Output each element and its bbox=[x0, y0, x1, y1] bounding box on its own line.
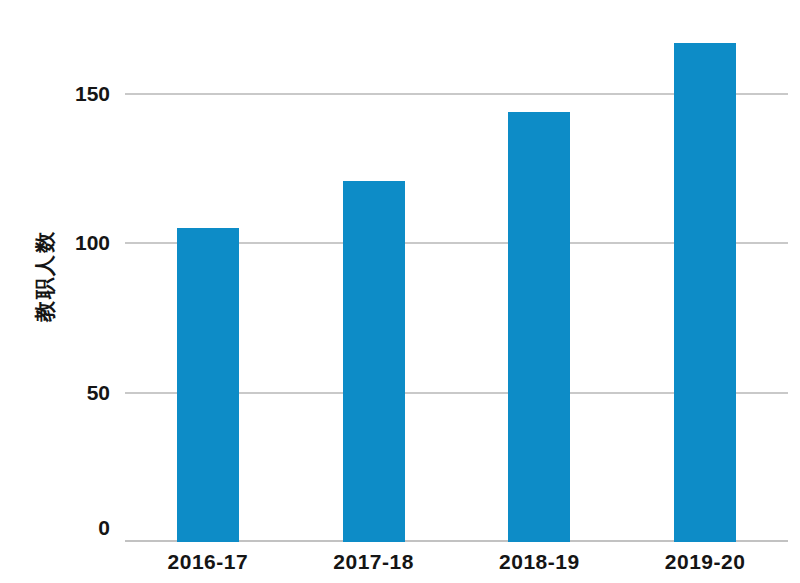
x-tick-label-2018-19: 2018-19 bbox=[469, 551, 609, 573]
y-tick-label-50: 50 bbox=[0, 382, 110, 404]
x-tick-label-2017-18: 2017-18 bbox=[304, 551, 444, 573]
faculty-count-bar-chart: 教职人数 050100150 2016-172017-182018-192019… bbox=[0, 0, 800, 583]
y-tick-label-150: 150 bbox=[0, 83, 110, 105]
bar-2018-19 bbox=[508, 112, 570, 542]
y-tick-label-0: 0 bbox=[0, 517, 110, 539]
plot-area bbox=[125, 0, 788, 542]
bar-2017-18 bbox=[343, 181, 405, 542]
bar-2016-17 bbox=[177, 228, 239, 542]
x-tick-label-2016-17: 2016-17 bbox=[138, 551, 278, 573]
y-tick-label-100: 100 bbox=[0, 232, 110, 254]
x-tick-label-2019-20: 2019-20 bbox=[635, 551, 775, 573]
bar-2019-20 bbox=[674, 43, 736, 542]
